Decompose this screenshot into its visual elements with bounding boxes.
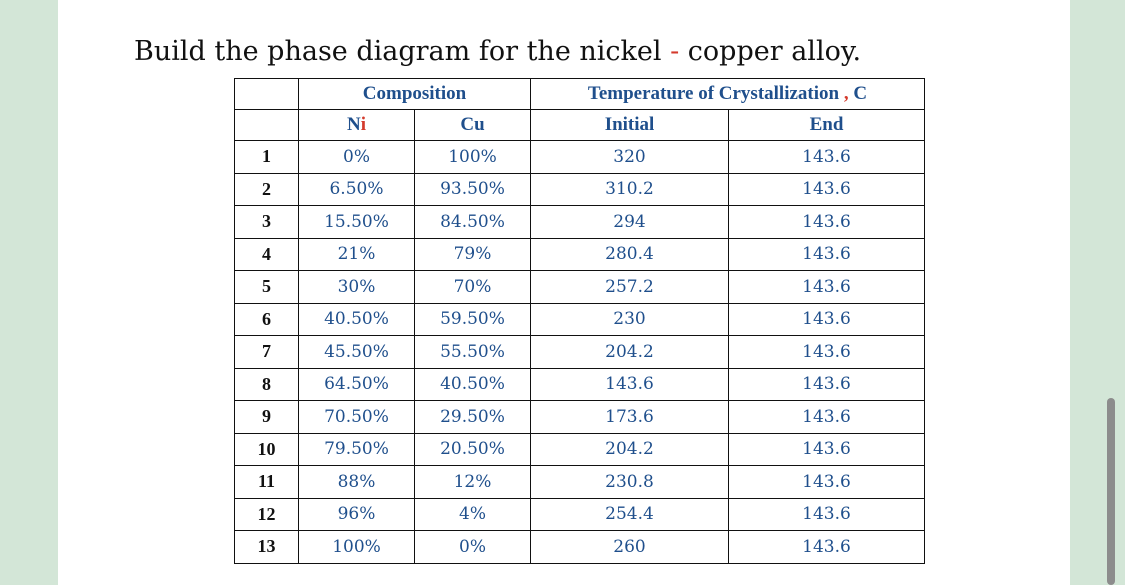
ni-value: 100% xyxy=(298,530,415,564)
row-index: 1 xyxy=(234,140,299,174)
end-temp: 143.6 xyxy=(728,140,925,174)
row-index: 7 xyxy=(234,335,299,369)
table-row: 2 6.50% 93.50% 310.2 143.6 xyxy=(234,172,925,206)
header-composition: Composition xyxy=(298,78,531,110)
header-temperature-label: Temperature of Crystallization xyxy=(587,83,840,104)
end-temp: 143.6 xyxy=(728,270,925,304)
initial-temp: 320 xyxy=(530,140,729,174)
table-row: 13 100% 0% 260 143.6 xyxy=(234,530,925,564)
cu-value: 79% xyxy=(414,237,531,271)
initial-temp: 143.6 xyxy=(530,367,729,401)
initial-temp: 204.2 xyxy=(530,335,729,369)
table-row: 4 21% 79% 280.4 143.6 xyxy=(234,237,925,271)
header-ni-letter-n: N xyxy=(346,114,361,135)
end-temp: 143.6 xyxy=(728,432,925,466)
row-index: 11 xyxy=(234,465,299,499)
table-row: 9 70.50% 29.50% 173.6 143.6 xyxy=(234,400,925,434)
header-cu: Cu xyxy=(414,109,531,141)
cu-value: 40.50% xyxy=(414,367,531,401)
initial-temp: 294 xyxy=(530,205,729,239)
cu-value: 100% xyxy=(414,140,531,174)
table-row: 12 96% 4% 254.4 143.6 xyxy=(234,497,925,531)
row-index: 4 xyxy=(234,237,299,271)
row-index: 8 xyxy=(234,367,299,401)
end-temp: 143.6 xyxy=(728,205,925,239)
header-row-2: Ni Cu Initial End xyxy=(234,109,925,141)
page-title: Build the phase diagram for the nickel -… xyxy=(134,36,861,67)
table-row: 7 45.50% 55.50% 204.2 143.6 xyxy=(234,335,925,369)
end-temp: 143.6 xyxy=(728,335,925,369)
header-end: End xyxy=(728,109,925,141)
initial-temp: 173.6 xyxy=(530,400,729,434)
header-blank-cell xyxy=(234,78,299,110)
table-row: 8 64.50% 40.50% 143.6 143.6 xyxy=(234,367,925,401)
cu-value: 84.50% xyxy=(414,205,531,239)
table-row: 1 0% 100% 320 143.6 xyxy=(234,140,925,174)
end-temp: 143.6 xyxy=(728,367,925,401)
row-index: 3 xyxy=(234,205,299,239)
cu-value: 29.50% xyxy=(414,400,531,434)
ni-value: 96% xyxy=(298,497,415,531)
ni-value: 15.50% xyxy=(298,205,415,239)
ni-value: 21% xyxy=(298,237,415,271)
row-index: 12 xyxy=(234,497,299,531)
title-text-start: Build the phase diagram for the nickel xyxy=(134,36,671,67)
row-index: 9 xyxy=(234,400,299,434)
title-text-end: copper alloy. xyxy=(679,36,862,67)
cu-value: 12% xyxy=(414,465,531,499)
ni-value: 30% xyxy=(298,270,415,304)
ni-value: 40.50% xyxy=(298,302,415,336)
row-index: 13 xyxy=(234,530,299,564)
header-initial: Initial xyxy=(530,109,729,141)
row-index: 10 xyxy=(234,432,299,466)
cu-value: 93.50% xyxy=(414,172,531,206)
cu-value: 55.50% xyxy=(414,335,531,369)
ni-value: 70.50% xyxy=(298,400,415,434)
end-temp: 143.6 xyxy=(728,497,925,531)
ni-value: 0% xyxy=(298,140,415,174)
table-row: 11 88% 12% 230.8 143.6 xyxy=(234,465,925,499)
title-dash: - xyxy=(670,36,680,67)
phase-data-table: Composition Temperature of Crystallizati… xyxy=(234,78,925,564)
cu-value: 20.50% xyxy=(414,432,531,466)
initial-temp: 254.4 xyxy=(530,497,729,531)
cu-value: 4% xyxy=(414,497,531,531)
end-temp: 143.6 xyxy=(728,465,925,499)
initial-temp: 260 xyxy=(530,530,729,564)
header-temperature-comma: , xyxy=(839,83,854,104)
row-index: 2 xyxy=(234,172,299,206)
header-ni-letter-i: i xyxy=(360,114,366,135)
cu-value: 0% xyxy=(414,530,531,564)
ni-value: 45.50% xyxy=(298,335,415,369)
cu-value: 70% xyxy=(414,270,531,304)
ni-value: 88% xyxy=(298,465,415,499)
row-index: 6 xyxy=(234,302,299,336)
ni-value: 64.50% xyxy=(298,367,415,401)
header-blank-cell xyxy=(234,109,299,141)
ni-value: 79.50% xyxy=(298,432,415,466)
ni-value: 6.50% xyxy=(298,172,415,206)
scrollbar-thumb[interactable] xyxy=(1107,398,1115,585)
table-row: 6 40.50% 59.50% 230 143.6 xyxy=(234,302,925,336)
table-row: 10 79.50% 20.50% 204.2 143.6 xyxy=(234,432,925,466)
header-temperature: Temperature of Crystallization , C xyxy=(530,78,925,110)
initial-temp: 204.2 xyxy=(530,432,729,466)
initial-temp: 230.8 xyxy=(530,465,729,499)
initial-temp: 310.2 xyxy=(530,172,729,206)
initial-temp: 280.4 xyxy=(530,237,729,271)
initial-temp: 257.2 xyxy=(530,270,729,304)
row-index: 5 xyxy=(234,270,299,304)
header-ni: Ni xyxy=(298,109,415,141)
table-row: 5 30% 70% 257.2 143.6 xyxy=(234,270,925,304)
end-temp: 143.6 xyxy=(728,400,925,434)
header-temperature-unit: C xyxy=(853,83,868,104)
cu-value: 59.50% xyxy=(414,302,531,336)
header-row-1: Composition Temperature of Crystallizati… xyxy=(234,78,925,110)
end-temp: 143.6 xyxy=(728,172,925,206)
table-row: 3 15.50% 84.50% 294 143.6 xyxy=(234,205,925,239)
end-temp: 143.6 xyxy=(728,302,925,336)
initial-temp: 230 xyxy=(530,302,729,336)
end-temp: 143.6 xyxy=(728,237,925,271)
end-temp: 143.6 xyxy=(728,530,925,564)
